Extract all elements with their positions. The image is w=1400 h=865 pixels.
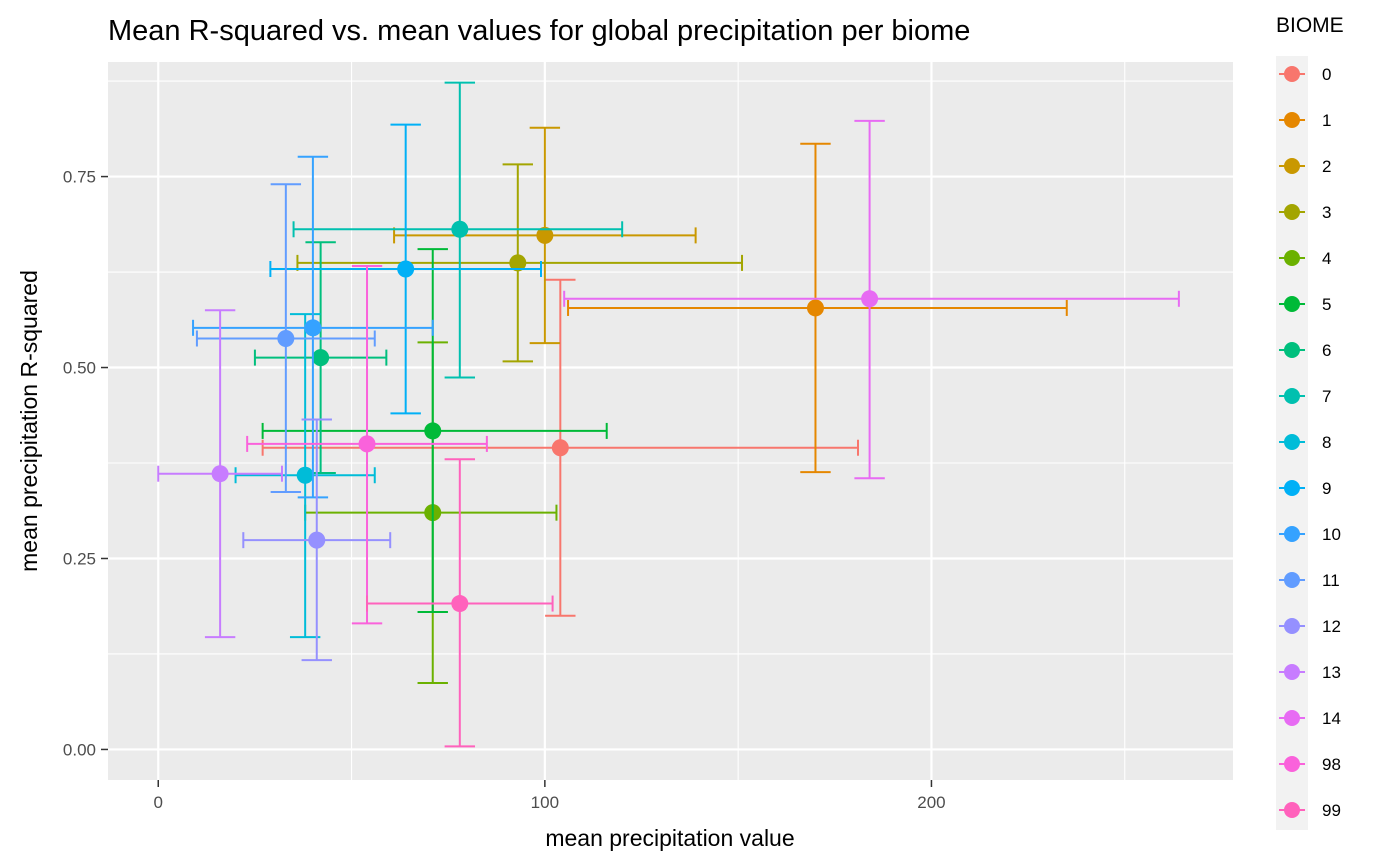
- legend-key-point: [1284, 66, 1300, 82]
- legend-label: 6: [1322, 341, 1331, 360]
- series-biome-10: [192, 155, 434, 499]
- legend-item-98: 98: [1279, 755, 1341, 774]
- legend-label: 4: [1322, 249, 1331, 268]
- legend-key-point: [1284, 526, 1300, 542]
- legend-label: 2: [1322, 157, 1331, 176]
- legend-title: BIOME: [1276, 14, 1344, 37]
- legend-item-10: 10: [1279, 525, 1341, 544]
- legend-key-point: [1284, 756, 1300, 772]
- legend-key-point: [1284, 250, 1300, 266]
- legend-item-2: 2: [1279, 157, 1331, 176]
- legend-item-6: 6: [1279, 341, 1331, 360]
- x-tick-label: 100: [531, 793, 559, 812]
- legend-item-0: 0: [1279, 65, 1331, 84]
- series-biome-99: [366, 458, 554, 748]
- legend-item-14: 14: [1279, 709, 1341, 728]
- data-point: [861, 290, 879, 308]
- series-biome-13: [157, 309, 283, 639]
- legend-key-point: [1284, 664, 1300, 680]
- series-biome-0: [261, 278, 859, 617]
- series-biome-9: [269, 123, 542, 415]
- legend-key-point: [1284, 802, 1300, 818]
- data-point: [277, 330, 295, 348]
- data-point: [806, 299, 824, 317]
- legend-label: 3: [1322, 203, 1331, 222]
- legend-key-point: [1284, 480, 1300, 496]
- legend-label: 99: [1322, 801, 1341, 820]
- y-tick-label: 0.25: [63, 549, 96, 568]
- legend-item-4: 4: [1279, 249, 1331, 268]
- data-series: [157, 81, 1180, 748]
- data-point: [509, 254, 527, 272]
- data-point: [312, 349, 330, 367]
- legend-item-8: 8: [1279, 433, 1331, 452]
- data-point: [424, 422, 442, 440]
- y-axis-label: mean precipitation R-squared: [16, 270, 42, 572]
- series-biome-11: [195, 183, 376, 494]
- legend-item-3: 3: [1279, 203, 1331, 222]
- data-point: [536, 226, 554, 244]
- data-point: [397, 260, 415, 278]
- plot-panel: [108, 62, 1233, 780]
- legend-label: 98: [1322, 755, 1341, 774]
- y-tick-label: 0.00: [63, 740, 96, 759]
- legend-item-11: 11: [1279, 571, 1340, 590]
- legend-label: 1: [1322, 111, 1331, 130]
- legend-item-5: 5: [1279, 295, 1331, 314]
- legend-item-12: 12: [1279, 617, 1341, 636]
- legend-label: 14: [1322, 709, 1341, 728]
- chart-title: Mean R-squared vs. mean values for globa…: [108, 15, 970, 47]
- series-biome-1: [567, 142, 1068, 474]
- legend-key-point: [1284, 572, 1300, 588]
- data-point: [211, 465, 229, 483]
- legend-key-point: [1284, 158, 1300, 174]
- legend-item-9: 9: [1279, 479, 1331, 498]
- series-biome-14: [563, 119, 1180, 480]
- legend-item-99: 99: [1279, 801, 1341, 820]
- series-biome-2: [393, 126, 697, 345]
- legend-key-point: [1284, 618, 1300, 634]
- series-biome-8: [234, 313, 376, 639]
- data-point: [296, 466, 314, 484]
- data-point: [451, 220, 469, 238]
- x-tick-label: 200: [917, 793, 945, 812]
- legend-label: 5: [1322, 295, 1331, 314]
- legend-label: 11: [1322, 571, 1340, 590]
- series-biome-7: [292, 81, 624, 379]
- legend-key-point: [1284, 296, 1300, 312]
- series-biome-3: [296, 163, 744, 363]
- y-tick-label: 0.50: [63, 359, 96, 378]
- legend-item-7: 7: [1279, 387, 1331, 406]
- x-axis-label: mean precipitation value: [545, 825, 794, 851]
- legend-label: 8: [1322, 433, 1331, 452]
- legend-key-point: [1284, 434, 1300, 450]
- legend-item-1: 1: [1279, 111, 1331, 130]
- legend-key-point: [1284, 342, 1300, 358]
- legend-label: 7: [1322, 387, 1331, 406]
- data-point: [308, 531, 326, 549]
- series-biome-12: [242, 418, 392, 662]
- legend-key-point: [1284, 204, 1300, 220]
- legend-label: 12: [1322, 617, 1341, 636]
- y-tick-label: 0.75: [63, 168, 96, 187]
- legend-item-13: 13: [1279, 663, 1341, 682]
- data-point: [304, 319, 322, 337]
- x-tick-label: 0: [154, 793, 163, 812]
- legend-label: 13: [1322, 663, 1341, 682]
- legend-key-point: [1284, 710, 1300, 726]
- data-point: [358, 435, 376, 453]
- axes: 0 100 200 0.00 0.25 0.50 0.75: [63, 168, 946, 812]
- legend-label: 10: [1322, 525, 1341, 544]
- legend-key-point: [1284, 388, 1300, 404]
- series-biome-98: [246, 264, 488, 625]
- data-point: [551, 439, 569, 457]
- grid-lines: [108, 62, 1233, 780]
- legend-label: 0: [1322, 65, 1331, 84]
- legend-label: 9: [1322, 479, 1331, 498]
- data-point: [451, 595, 469, 613]
- legend-key-point: [1284, 112, 1300, 128]
